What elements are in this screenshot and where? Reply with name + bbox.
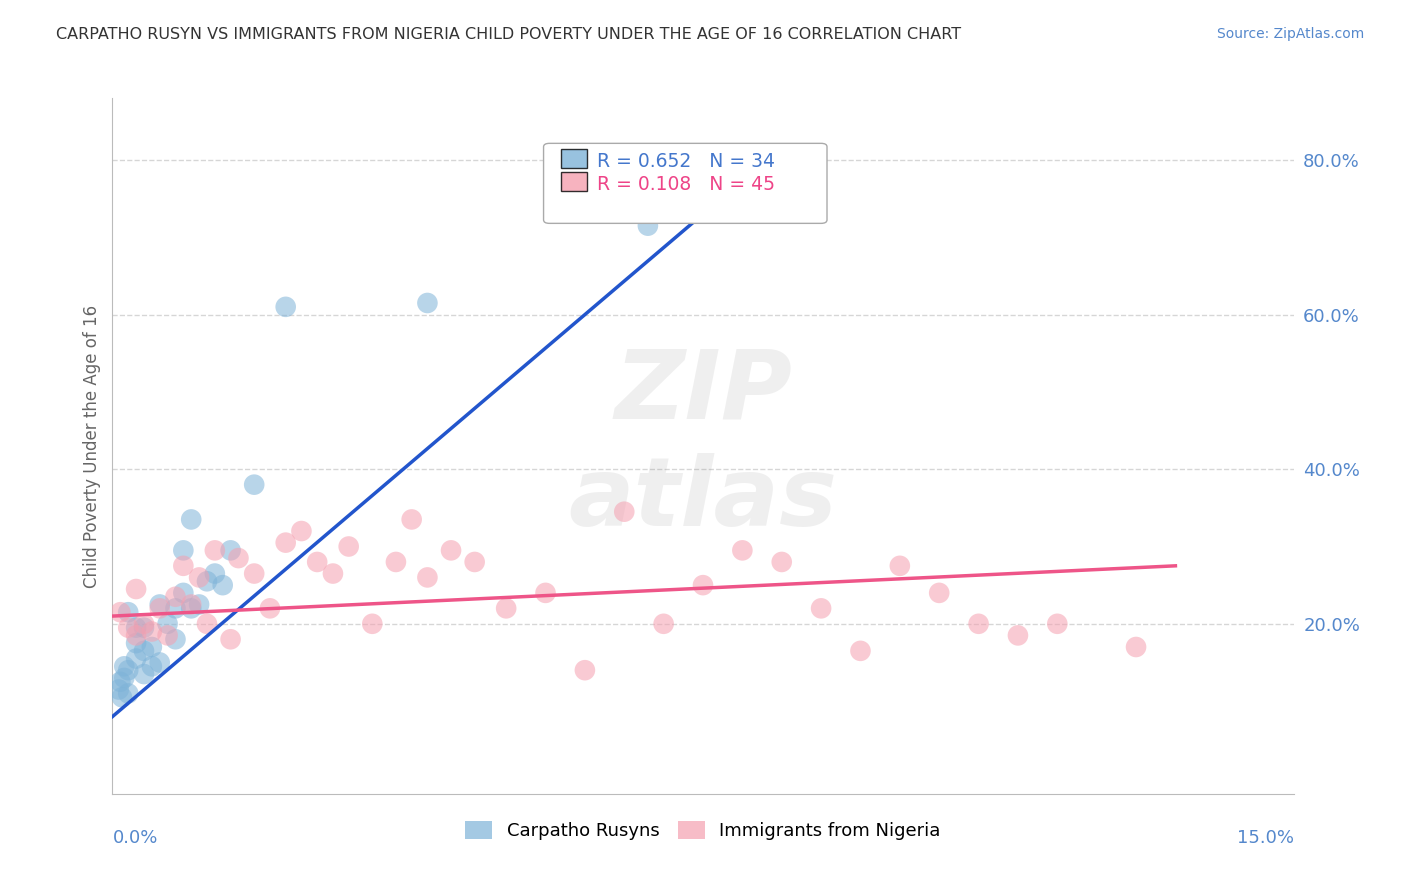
FancyBboxPatch shape: [561, 172, 588, 191]
Y-axis label: Child Poverty Under the Age of 16: Child Poverty Under the Age of 16: [83, 304, 101, 588]
FancyBboxPatch shape: [561, 149, 588, 168]
Point: [180, 601, 202, 615]
Point: [731, 543, 754, 558]
Point: [692, 578, 714, 592]
Text: R = 0.652   N = 34: R = 0.652 N = 34: [596, 152, 775, 171]
Point: [416, 296, 439, 310]
Point: [274, 300, 297, 314]
Point: [165, 632, 187, 647]
Point: [156, 616, 179, 631]
Point: [172, 558, 194, 573]
Point: [464, 555, 486, 569]
Point: [534, 586, 557, 600]
Point: [117, 663, 139, 677]
Point: [125, 651, 148, 665]
Point: [132, 621, 155, 635]
Point: [204, 566, 226, 581]
Point: [141, 624, 163, 639]
Point: [613, 505, 636, 519]
Point: [385, 555, 408, 569]
Point: [401, 512, 423, 526]
Point: [195, 616, 218, 631]
Point: [307, 555, 329, 569]
Point: [889, 558, 911, 573]
Point: [141, 640, 163, 654]
Point: [172, 586, 194, 600]
Point: [172, 543, 194, 558]
FancyBboxPatch shape: [544, 144, 827, 223]
Text: 0.0%: 0.0%: [112, 829, 157, 847]
Point: [132, 616, 155, 631]
Point: [149, 598, 172, 612]
Point: [337, 540, 360, 554]
Text: R = 0.108   N = 45: R = 0.108 N = 45: [596, 175, 775, 194]
Point: [211, 578, 233, 592]
Point: [652, 616, 675, 631]
Point: [132, 667, 155, 681]
Point: [849, 644, 872, 658]
Text: CARPATHO RUSYN VS IMMIGRANTS FROM NIGERIA CHILD POVERTY UNDER THE AGE OF 16 CORR: CARPATHO RUSYN VS IMMIGRANTS FROM NIGERI…: [56, 27, 962, 42]
Point: [243, 477, 266, 491]
Point: [967, 616, 990, 631]
Point: [149, 601, 172, 615]
Point: [132, 644, 155, 658]
Point: [440, 543, 463, 558]
Point: [180, 512, 202, 526]
Point: [141, 659, 163, 673]
Point: [112, 671, 135, 685]
Point: [495, 601, 517, 615]
Point: [156, 628, 179, 642]
Point: [1007, 628, 1029, 642]
Point: [188, 570, 211, 584]
Point: [274, 535, 297, 549]
Point: [259, 601, 281, 615]
Point: [1125, 640, 1147, 654]
Point: [322, 566, 344, 581]
Point: [107, 682, 129, 697]
Text: Source: ZipAtlas.com: Source: ZipAtlas.com: [1216, 27, 1364, 41]
Point: [770, 555, 793, 569]
Point: [219, 543, 242, 558]
Point: [165, 601, 187, 615]
Point: [110, 605, 132, 619]
Point: [111, 690, 134, 705]
Text: 15.0%: 15.0%: [1236, 829, 1294, 847]
Point: [110, 674, 132, 689]
Point: [243, 566, 266, 581]
Point: [180, 598, 202, 612]
Text: ZIP
atlas: ZIP atlas: [568, 346, 838, 546]
Point: [165, 590, 187, 604]
Point: [188, 598, 211, 612]
Point: [637, 219, 659, 233]
Point: [125, 628, 148, 642]
Point: [125, 621, 148, 635]
Point: [1046, 616, 1069, 631]
Point: [112, 659, 135, 673]
Point: [117, 621, 139, 635]
Point: [117, 686, 139, 700]
Point: [361, 616, 384, 631]
Point: [810, 601, 832, 615]
Point: [416, 570, 439, 584]
Point: [928, 586, 950, 600]
Legend: Carpatho Rusyns, Immigrants from Nigeria: Carpatho Rusyns, Immigrants from Nigeria: [458, 814, 948, 847]
Point: [204, 543, 226, 558]
Point: [574, 663, 596, 677]
Point: [219, 632, 242, 647]
Point: [117, 605, 139, 619]
Point: [290, 524, 312, 538]
Point: [228, 551, 250, 566]
Point: [125, 582, 148, 596]
Point: [149, 656, 172, 670]
Point: [125, 636, 148, 650]
Point: [195, 574, 218, 589]
